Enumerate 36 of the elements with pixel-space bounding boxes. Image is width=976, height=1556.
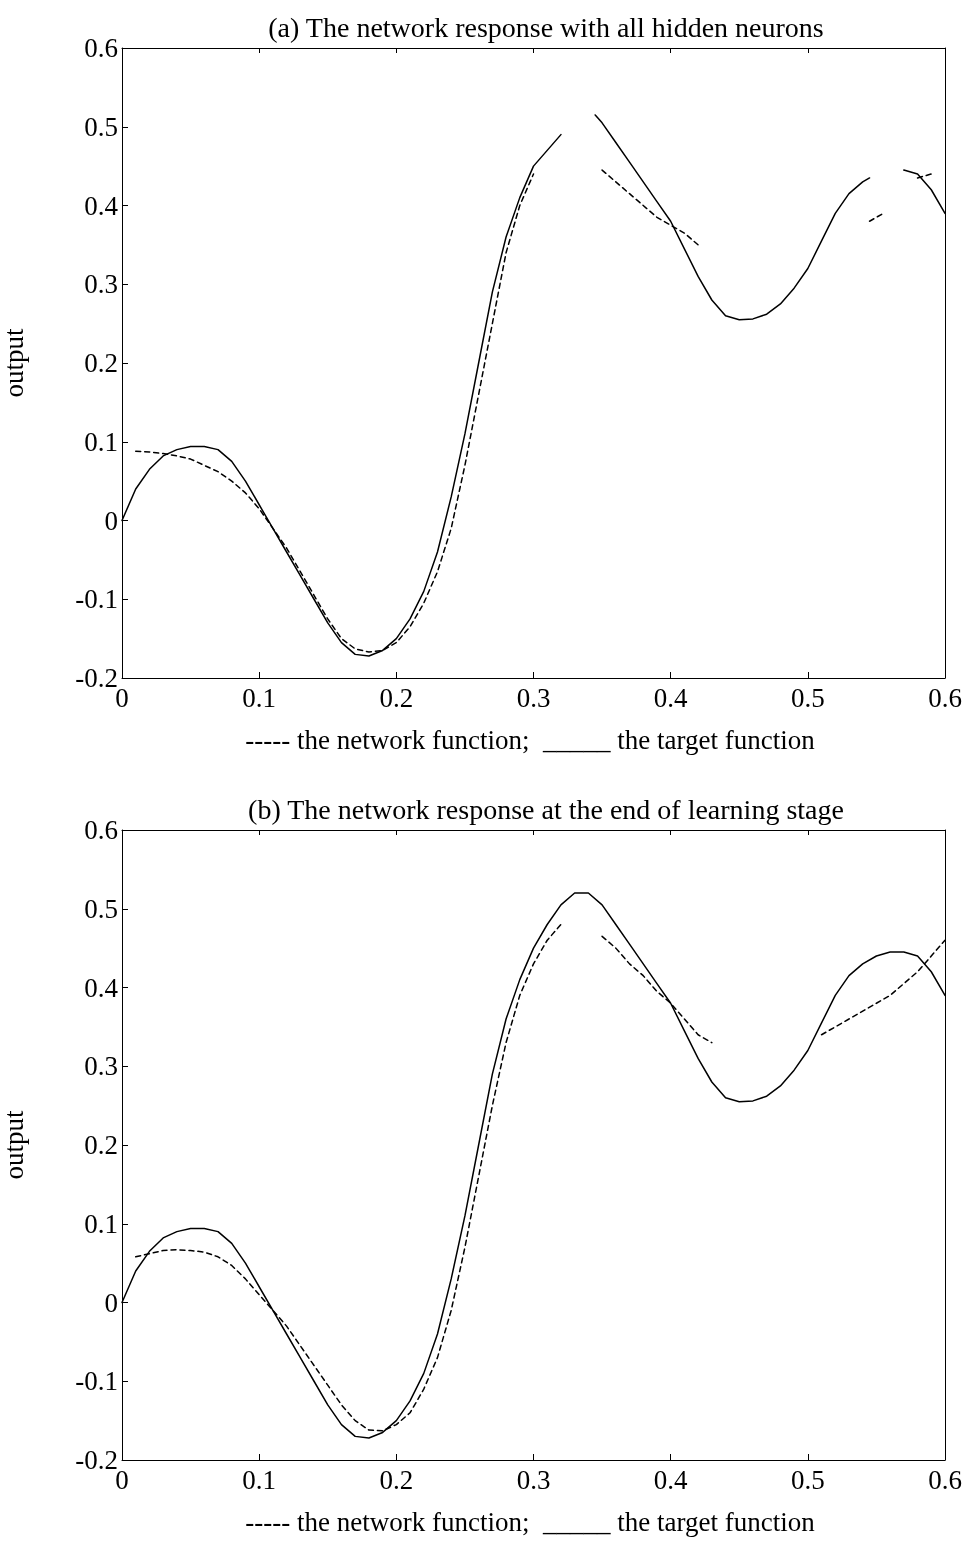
x-tick-label: 0.5 [790, 682, 825, 713]
x-tick-label: 0.5 [790, 1464, 825, 1495]
y-axis-title: output [0, 1110, 29, 1180]
y-tick-label: 0.6 [84, 815, 118, 845]
y-tick-label: 0.1 [84, 1208, 118, 1239]
y-tick-label: 0.2 [84, 348, 118, 378]
y-tick-label: -0.1 [75, 584, 118, 615]
y-tick-label: 0 [104, 505, 118, 536]
x-tick-label: 0.4 [653, 1464, 689, 1495]
y-tick-label: 0.3 [84, 1051, 118, 1082]
y-tick-label: 0.4 [84, 972, 119, 1003]
chart-title: (a) The network response with all hidden neurons [268, 11, 824, 43]
x-tick-label: 0.2 [379, 1464, 414, 1495]
y-tick-label: 0.5 [84, 111, 118, 142]
y-tick-label: 0.4 [84, 190, 119, 221]
x-tick-label: 0.3 [516, 1464, 551, 1495]
y-tick-label: 0.3 [84, 269, 118, 300]
x-tick-label: 0.2 [379, 682, 414, 713]
chart-title: (b) The network response at the end of learning stage [248, 793, 844, 825]
x-axis-title: ----- the network function; _____ the target function [245, 1506, 816, 1537]
y-tick-label: -0.2 [75, 1445, 118, 1475]
y-tick-label: 0.5 [84, 893, 118, 924]
x-tick-label: 0.6 [928, 682, 962, 713]
y-tick-label: 0.2 [84, 1130, 118, 1160]
x-tick-label: 0.3 [516, 682, 551, 713]
y-axis-title: output [0, 328, 29, 398]
x-tick-label: 0.1 [242, 1464, 277, 1495]
y-tick-label: 0.1 [84, 426, 118, 457]
y-tick-label: -0.1 [75, 1366, 118, 1397]
y-tick-label: 0.6 [84, 33, 118, 63]
x-axis-title: ----- the network function; _____ the target function [245, 724, 816, 755]
y-tick-label: -0.2 [75, 663, 118, 693]
y-tick-label: 0 [104, 1287, 118, 1318]
x-tick-label: 0.4 [653, 682, 689, 713]
x-tick-label: 0.1 [242, 682, 277, 713]
x-tick-label: 0.6 [928, 1464, 962, 1495]
